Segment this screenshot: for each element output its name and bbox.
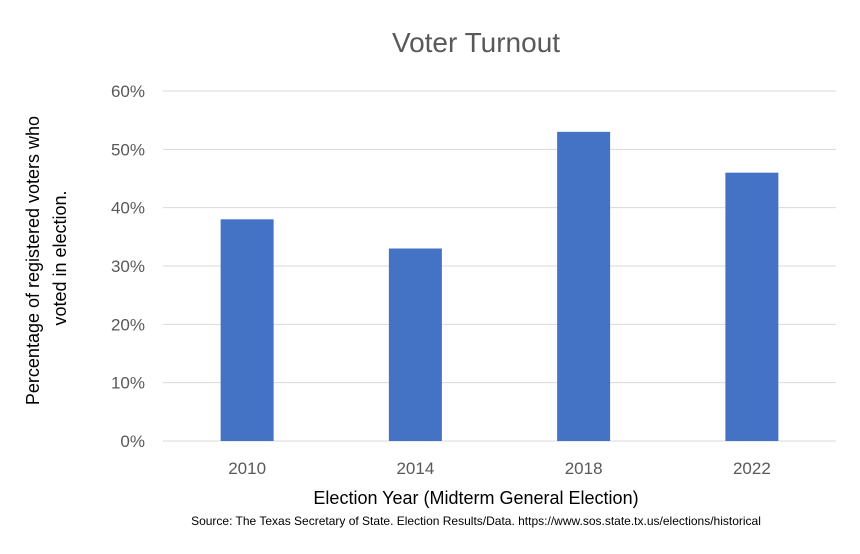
y-tick-label: 20% — [111, 315, 145, 334]
x-tick-label: 2010 — [228, 459, 266, 478]
x-tick-label: 2018 — [565, 459, 603, 478]
bar-2022 — [725, 172, 779, 441]
bar-2018 — [557, 131, 611, 442]
gridlines — [163, 90, 836, 442]
x-tick-label: 2014 — [396, 459, 434, 478]
bar-2010 — [220, 219, 274, 441]
source-note: Source: The Texas Secretary of State. El… — [191, 514, 761, 528]
y-axis-title: Percentage of registered voters who vote… — [23, 111, 70, 405]
chart-title: Voter Turnout — [392, 27, 560, 58]
x-axis-ticks: 2010 2014 2018 2022 — [228, 459, 771, 478]
y-tick-label: 40% — [111, 199, 145, 218]
x-axis-title: Election Year (Midterm General Election) — [313, 488, 638, 508]
y-axis-title-line-1: Percentage of registered voters who — [23, 116, 43, 405]
bar-2014 — [388, 248, 442, 441]
y-tick-label: 50% — [111, 140, 145, 159]
y-axis-title-line-2: voted in election. — [50, 190, 70, 325]
y-tick-label: 0% — [120, 432, 145, 451]
y-tick-label: 30% — [111, 257, 145, 276]
bars — [220, 131, 779, 442]
y-axis-ticks: 0% 10% 20% 30% 40% 50% 60% — [111, 82, 145, 451]
y-tick-label: 10% — [111, 374, 145, 393]
y-tick-label: 60% — [111, 82, 145, 101]
x-tick-label: 2022 — [733, 459, 771, 478]
